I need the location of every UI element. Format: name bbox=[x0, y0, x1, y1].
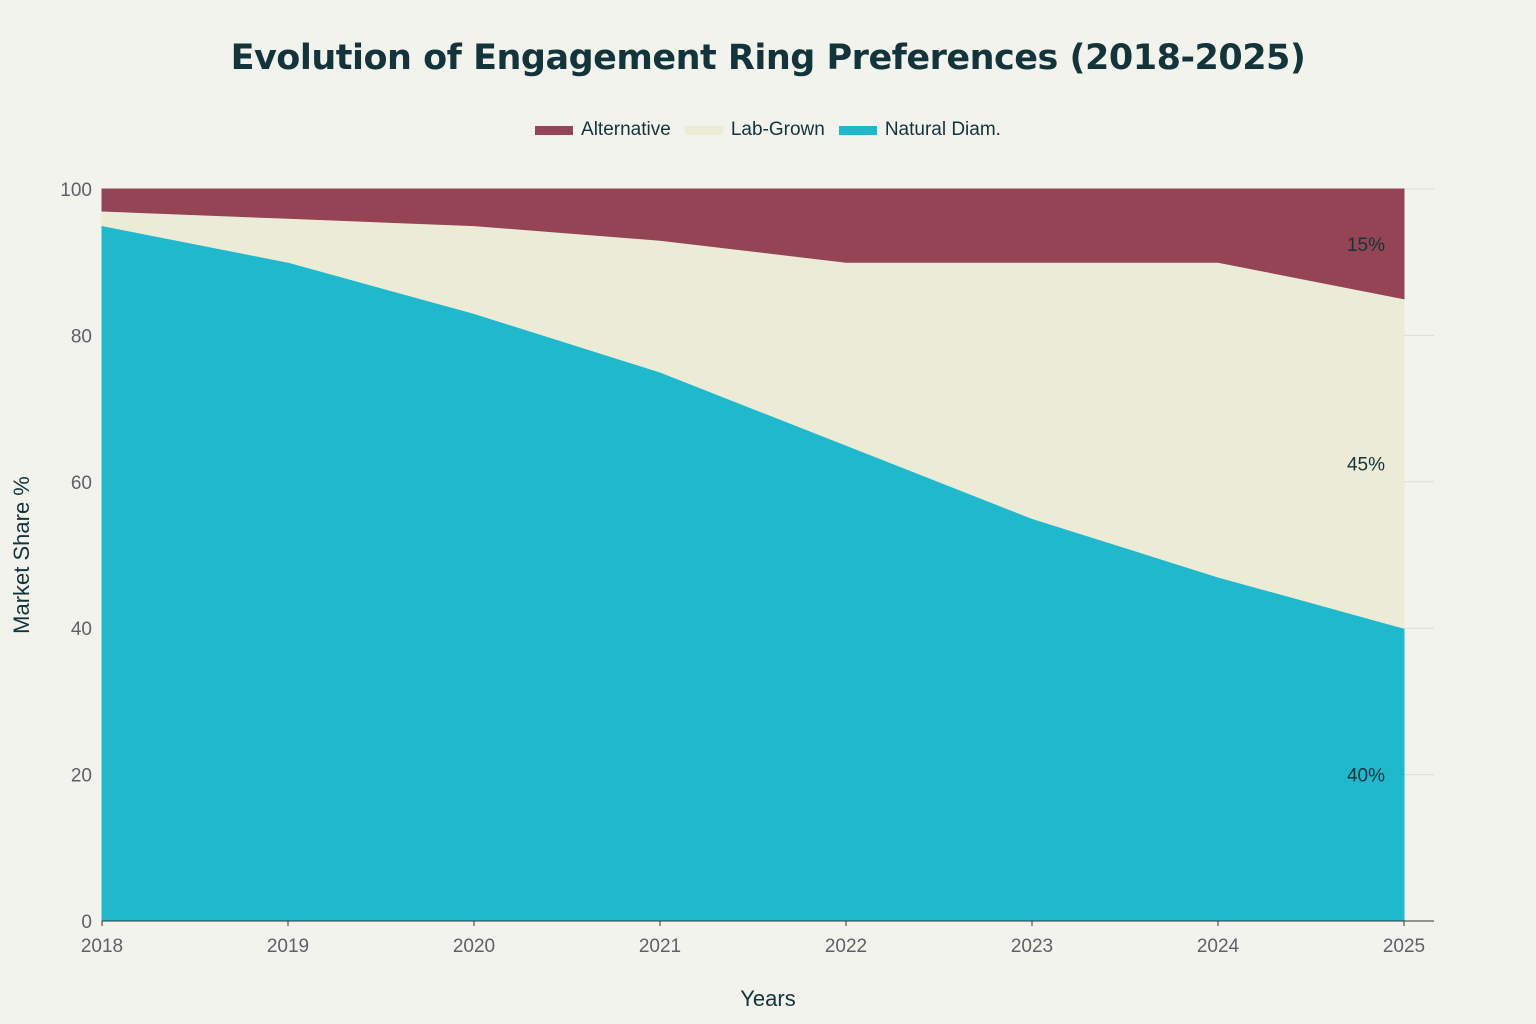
legend-swatch bbox=[535, 125, 574, 135]
x-tick-label: 2024 bbox=[1197, 936, 1240, 957]
chart-legend: Alternative Lab-Grown Natural Diam. bbox=[0, 119, 1536, 141]
legend-item[interactable]: Lab-Grown bbox=[684, 119, 825, 141]
y-axis-title: Market Share % bbox=[9, 476, 34, 634]
x-tick-label: 2019 bbox=[267, 936, 309, 957]
data-label: 45% bbox=[1347, 455, 1385, 476]
data-label: 40% bbox=[1347, 766, 1385, 787]
x-tick-label: 2023 bbox=[1011, 936, 1053, 957]
legend-item[interactable]: Alternative bbox=[535, 119, 671, 141]
chart-title: Evolution of Engagement Ring Preferences… bbox=[230, 38, 1306, 78]
x-axis-title: Years bbox=[740, 986, 795, 1011]
y-tick-label: 80 bbox=[71, 326, 92, 347]
area-alternative[interactable] bbox=[101, 188, 1405, 300]
legend-item[interactable]: Natural Diam. bbox=[838, 119, 1001, 141]
x-tick-label: 2020 bbox=[453, 936, 495, 957]
legend-swatch bbox=[838, 125, 877, 135]
legend-label: Alternative bbox=[581, 119, 671, 140]
data-label: 15% bbox=[1347, 235, 1385, 256]
y-tick-label: 20 bbox=[71, 766, 92, 787]
y-tick-label: 60 bbox=[71, 473, 92, 494]
legend-swatch bbox=[684, 125, 723, 135]
y-tick-label: 40 bbox=[71, 619, 92, 640]
x-tick-label: 2018 bbox=[81, 936, 123, 957]
y-tick-label: 0 bbox=[81, 912, 92, 933]
legend-label: Natural Diam. bbox=[884, 119, 1001, 140]
x-tick-label: 2022 bbox=[825, 936, 867, 957]
legend-label: Lab-Grown bbox=[730, 119, 825, 140]
x-tick-label: 2025 bbox=[1383, 936, 1425, 957]
y-tick-label: 100 bbox=[60, 180, 92, 201]
x-tick-label: 2021 bbox=[639, 936, 681, 957]
